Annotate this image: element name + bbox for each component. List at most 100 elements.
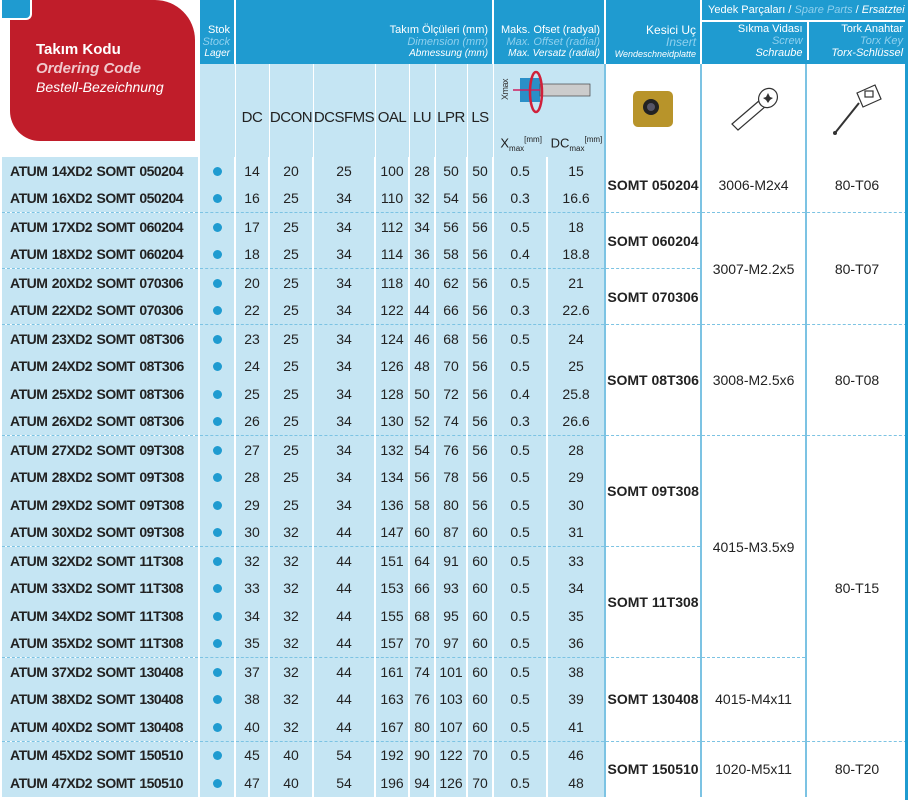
in-stock-dot-icon bbox=[212, 250, 222, 260]
cell-lu: 76 bbox=[408, 685, 435, 713]
ordering-code: ATUM 28XD2 SOMT 09T308 bbox=[0, 463, 199, 491]
cell-ls: 56 bbox=[465, 463, 494, 491]
cell-dcmax: 29 bbox=[546, 463, 606, 491]
cell-dcmax: 30 bbox=[546, 491, 606, 519]
cell-lu: 70 bbox=[408, 629, 435, 658]
ordering-code: ATUM 29XD2 SOMT 09T308 bbox=[0, 491, 199, 519]
spare-en: Spare Parts bbox=[794, 4, 853, 16]
code-de: Bestell-Bezeichnung bbox=[36, 79, 164, 95]
cell-dc: 14 bbox=[234, 157, 269, 185]
cell-dcsfms: 34 bbox=[312, 352, 375, 380]
cell-lu: 94 bbox=[408, 769, 435, 797]
cell-lpr: 66 bbox=[434, 296, 467, 325]
screw-code: 3006-M2x4 bbox=[700, 157, 807, 213]
screw-image bbox=[700, 64, 807, 157]
cell-dcon: 40 bbox=[268, 769, 313, 797]
cell-xmax: 0.5 bbox=[492, 157, 548, 185]
in-stock-dot-icon bbox=[212, 667, 222, 677]
cell-lu: 90 bbox=[408, 740, 435, 769]
cell-oal: 147 bbox=[374, 518, 409, 547]
cell-dcmax: 28 bbox=[546, 435, 606, 464]
cell-dcon: 20 bbox=[268, 157, 313, 185]
cell-ls: 56 bbox=[465, 268, 494, 297]
stock-col-blank bbox=[198, 64, 235, 157]
table-row: ATUM 40XD2 SOMT 130408 40 32 44 167 80 107 60 0.… bbox=[0, 713, 907, 741]
cell-lu: 40 bbox=[408, 268, 435, 297]
in-stock-dot-icon bbox=[212, 584, 222, 594]
stock-indicator bbox=[198, 324, 235, 353]
ordering-code: ATUM 45XD2 SOMT 150510 bbox=[0, 740, 199, 769]
ordering-code: ATUM 37XD2 SOMT 130408 bbox=[0, 657, 199, 686]
cell-oal: 132 bbox=[374, 435, 409, 464]
col-dcon: DCON bbox=[268, 64, 313, 157]
ordering-code: ATUM 32XD2 SOMT 11T308 bbox=[0, 546, 199, 575]
insert-code: SOMT 150510 bbox=[604, 740, 702, 797]
cell-lu: 48 bbox=[408, 352, 435, 380]
cell-dcmax: 48 bbox=[546, 769, 606, 797]
cell-dc: 20 bbox=[234, 268, 269, 297]
cell-ls: 56 bbox=[465, 324, 494, 353]
ordering-code: ATUM 18XD2 SOMT 060204 bbox=[0, 240, 199, 269]
cell-dc: 18 bbox=[234, 240, 269, 269]
insert-code: SOMT 130408 bbox=[604, 657, 702, 741]
table-row: ATUM 24XD2 SOMT 08T306 24 25 34 126 48 70 56 0.5… bbox=[0, 352, 907, 380]
cell-dc: 37 bbox=[234, 657, 269, 686]
cell-ls: 50 bbox=[465, 157, 494, 185]
xmax-sub: max bbox=[509, 144, 525, 153]
stock-indicator bbox=[198, 212, 235, 241]
cell-ls: 56 bbox=[465, 296, 494, 325]
header-row-columns: DC DCON DCSFMS OAL LU LPR LS Xmax Xmax[m… bbox=[1, 64, 908, 157]
cell-dc: 34 bbox=[234, 602, 269, 630]
screw-code: 1020-M5x11 bbox=[700, 740, 807, 797]
cell-dcon: 40 bbox=[268, 740, 313, 769]
cell-xmax: 0.4 bbox=[492, 240, 548, 269]
ordering-code: ATUM 16XD2 SOMT 050204 bbox=[0, 184, 199, 213]
ordering-code: ATUM 24XD2 SOMT 08T306 bbox=[0, 352, 199, 380]
cell-lu: 34 bbox=[408, 212, 435, 241]
in-stock-dot-icon bbox=[212, 222, 222, 232]
stock-en: Stock bbox=[202, 36, 230, 48]
table-row: ATUM 29XD2 SOMT 09T308 29 25 34 136 58 80 56 0.5… bbox=[0, 491, 907, 519]
in-stock-dot-icon bbox=[212, 778, 222, 788]
stock-indicator bbox=[198, 157, 235, 185]
cell-dcsfms: 44 bbox=[312, 657, 375, 686]
cell-lu: 80 bbox=[408, 713, 435, 741]
cell-dcmax: 18 bbox=[546, 212, 606, 241]
cell-dc: 25 bbox=[234, 380, 269, 408]
in-stock-dot-icon bbox=[212, 445, 222, 455]
cell-lu: 56 bbox=[408, 463, 435, 491]
cell-ls: 56 bbox=[465, 435, 494, 464]
cell-dcon: 25 bbox=[268, 435, 313, 464]
stock-indicator bbox=[198, 713, 235, 741]
code-en: Ordering Code bbox=[36, 60, 142, 77]
cell-lu: 60 bbox=[408, 518, 435, 547]
stock-indicator bbox=[198, 435, 235, 464]
sep: / bbox=[788, 4, 792, 16]
cell-ls: 60 bbox=[465, 602, 494, 630]
cell-xmax: 0.3 bbox=[492, 296, 548, 325]
cell-dc: 33 bbox=[234, 574, 269, 602]
table-row: ATUM 33XD2 SOMT 11T308 33 32 44 153 66 93 60 0.5… bbox=[0, 574, 907, 602]
sep: / bbox=[855, 4, 859, 16]
cell-dcon: 32 bbox=[268, 713, 313, 741]
cell-lpr: 76 bbox=[434, 435, 467, 464]
cell-ls: 60 bbox=[465, 518, 494, 547]
cell-dcsfms: 34 bbox=[312, 212, 375, 241]
spare-tr: Yedek Parçaları bbox=[708, 4, 786, 16]
cell-lu: 28 bbox=[408, 157, 435, 185]
cell-ls: 56 bbox=[465, 491, 494, 519]
cell-lpr: 126 bbox=[434, 769, 467, 797]
ordering-code: ATUM 30XD2 SOMT 09T308 bbox=[0, 518, 199, 547]
cell-dcmax: 41 bbox=[546, 713, 606, 741]
torx-key-code: 80-T07 bbox=[805, 212, 908, 325]
in-stock-dot-icon bbox=[212, 722, 222, 732]
cell-dcsfms: 44 bbox=[312, 629, 375, 658]
cell-xmax: 0.5 bbox=[492, 740, 548, 769]
stock-indicator bbox=[198, 769, 235, 797]
dcmax-unit: [mm] bbox=[584, 135, 603, 145]
cell-lpr: 74 bbox=[434, 407, 467, 436]
col-lu: LU bbox=[408, 64, 435, 157]
insert-code: SOMT 060204 bbox=[604, 212, 702, 269]
cell-dcmax: 16.6 bbox=[546, 184, 606, 213]
